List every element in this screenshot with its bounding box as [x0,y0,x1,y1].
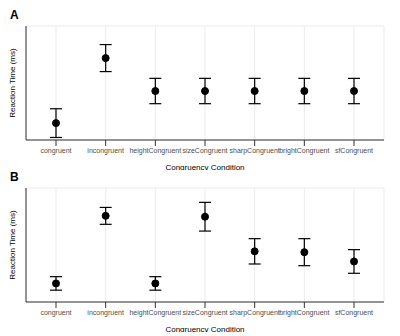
svg-text:incongruent: incongruent [87,309,124,317]
html-text:A: A [10,8,19,22]
svg-text:brightCongruent: brightCongruent [279,147,329,155]
svg-text:congruent: congruent [40,147,71,155]
svg-text:sfCongruent: sfCongruent [335,309,373,317]
svg-text:Reaction Time (ms): Reaction Time (ms) [8,48,17,118]
html-text:B: B [10,170,19,184]
svg-text:sharpCongruent: sharpCongruent [230,309,280,317]
svg-text:heightCongruent: heightCongruent [129,147,181,155]
svg-text:congruent: congruent [40,309,71,317]
svg-text:Congruency Condition: Congruency Condition [165,325,244,332]
svg-text:Reaction Time (ms): Reaction Time (ms) [8,210,17,280]
svg-text:sizeCongruent: sizeCongruent [182,147,227,155]
svg-text:incongruent: incongruent [87,147,124,155]
svg-text:sharpCongruent: sharpCongruent [230,147,280,155]
svg-text:heightCongruent: heightCongruent [129,309,181,317]
svg-text:sfCongruent: sfCongruent [335,147,373,155]
svg-text:Congruency Condition: Congruency Condition [165,163,244,170]
svg-text:sizeCongruent: sizeCongruent [182,309,227,317]
svg-text:brightCongruent: brightCongruent [279,309,329,317]
